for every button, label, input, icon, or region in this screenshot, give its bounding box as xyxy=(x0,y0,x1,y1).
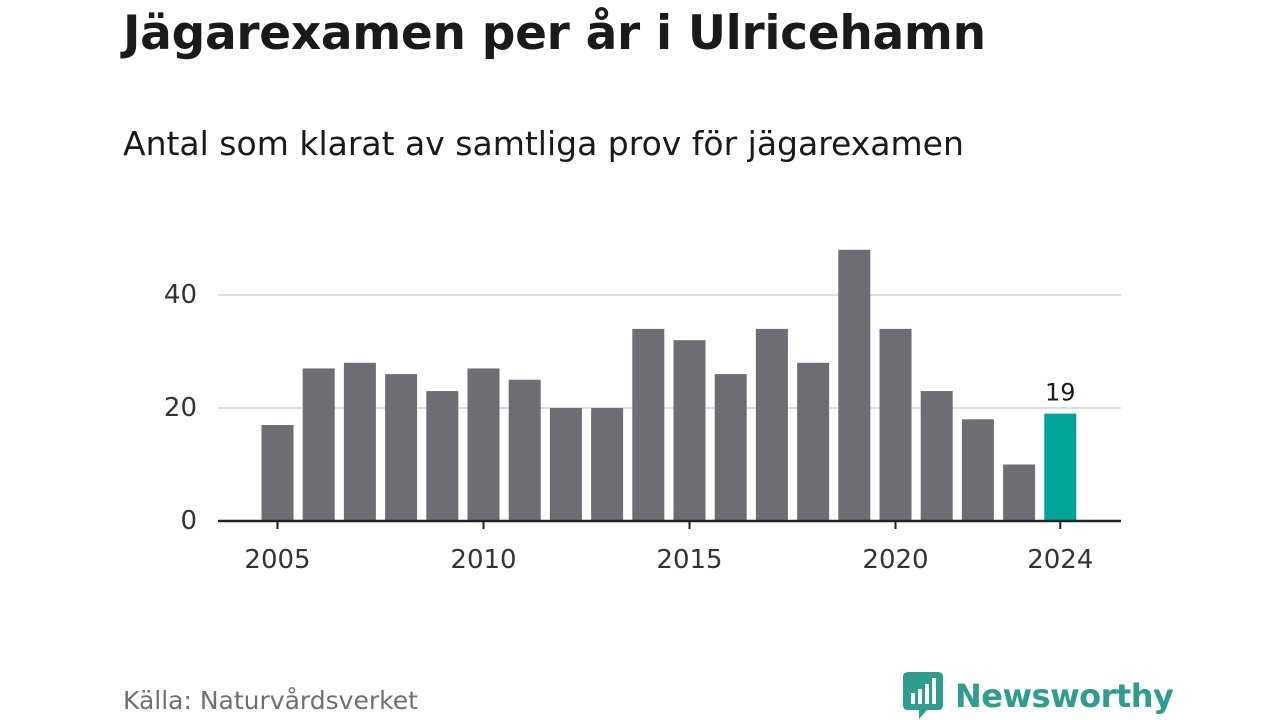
brand-name: Newsworthy xyxy=(955,677,1174,715)
bar-2008 xyxy=(385,374,418,521)
bar-2016 xyxy=(714,374,747,521)
bar-2009 xyxy=(426,391,459,521)
y-tick-label: 20 xyxy=(164,393,197,423)
x-tick-label: 2010 xyxy=(450,545,516,575)
bar-2007 xyxy=(343,362,376,521)
chart-subtitle: Antal som klarat av samtliga prov för jä… xyxy=(123,124,964,163)
x-tick-label: 2015 xyxy=(656,545,722,575)
data-label-2024: 19 xyxy=(1045,379,1076,407)
bar-2022 xyxy=(961,419,994,521)
bar-2011 xyxy=(508,379,541,521)
bar-2010 xyxy=(467,368,500,521)
bar-2019 xyxy=(838,249,871,522)
x-tick-label: 2005 xyxy=(244,545,310,575)
bar-2020 xyxy=(879,328,912,521)
bar-2013 xyxy=(591,408,624,521)
bar-2014 xyxy=(632,328,665,521)
bar-2006 xyxy=(302,368,335,521)
y-tick-label: 40 xyxy=(164,280,197,310)
chart-speech-bubble-icon xyxy=(903,672,943,719)
bar-2021 xyxy=(920,391,953,521)
chart-title: Jägarexamen per år i Ulricehamn xyxy=(123,6,986,61)
bar-chart: 0 20 40 2005 2010 2015 2020 2024 19 xyxy=(164,249,1121,575)
x-tick-label: 2024 xyxy=(1027,545,1093,575)
bar-2018 xyxy=(797,362,830,521)
source-credit: Källa: Naturvårdsverket xyxy=(123,686,418,715)
bar-2015 xyxy=(673,340,706,521)
bar-2005 xyxy=(261,424,294,521)
bar-2012 xyxy=(549,408,582,521)
y-tick-label: 0 xyxy=(180,506,197,536)
bar-2023 xyxy=(1003,464,1036,521)
x-tick-label: 2020 xyxy=(862,545,928,575)
bar-2017 xyxy=(755,328,788,521)
newsworthy-logo[interactable]: Newsworthy xyxy=(903,672,1174,720)
bar-2024 xyxy=(1044,413,1077,521)
